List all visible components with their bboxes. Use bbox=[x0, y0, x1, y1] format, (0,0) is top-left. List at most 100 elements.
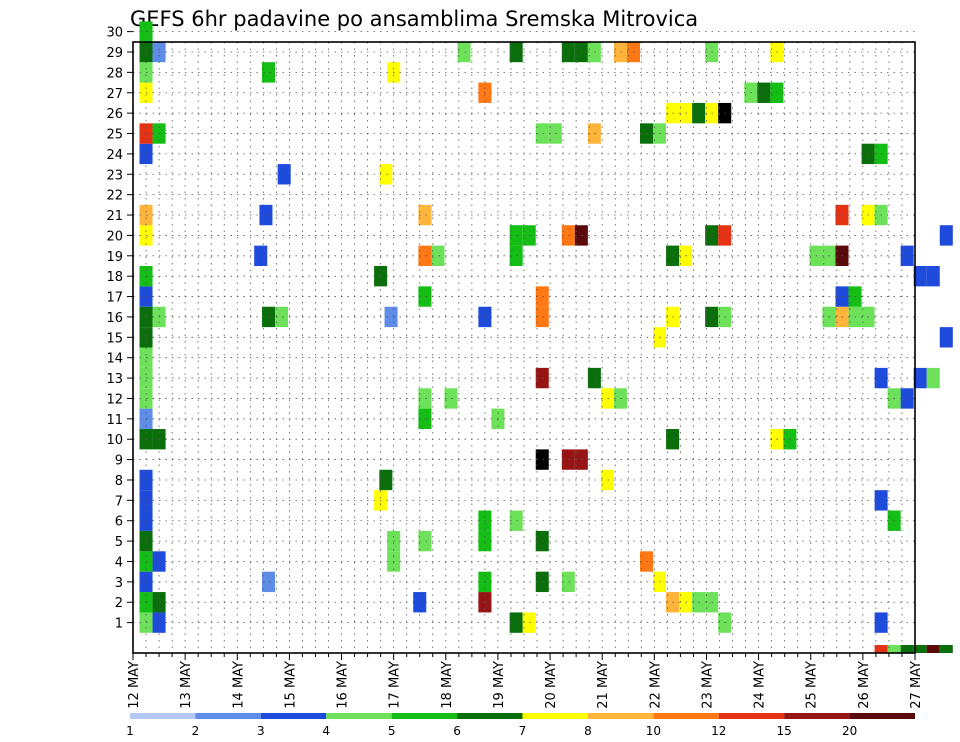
heat-cell bbox=[926, 265, 940, 287]
y-tick-label: 18 bbox=[106, 270, 123, 285]
y-tick-label: 10 bbox=[106, 433, 123, 448]
y-tick-label: 6 bbox=[115, 515, 123, 530]
y-tick-label: 9 bbox=[115, 454, 123, 469]
heat-cell bbox=[561, 41, 575, 63]
heat-cell bbox=[418, 286, 432, 307]
heat-cell bbox=[548, 123, 562, 144]
heat-cell bbox=[509, 510, 523, 531]
colorbar-label: 5 bbox=[388, 724, 396, 738]
colorbar-segment bbox=[457, 713, 523, 719]
heat-cell bbox=[535, 123, 549, 144]
heat-cell bbox=[887, 645, 901, 653]
heat-cell bbox=[926, 367, 940, 389]
x-tick-label: 18 MAY bbox=[440, 661, 455, 709]
heat-cell bbox=[457, 41, 471, 63]
x-tick-label: 24 MAY bbox=[753, 661, 768, 709]
x-tick-label: 22 MAY bbox=[648, 661, 663, 709]
heat-cell bbox=[561, 571, 575, 593]
y-tick-label: 1 bbox=[115, 617, 123, 632]
heat-cell bbox=[939, 327, 953, 348]
heat-cell bbox=[277, 164, 291, 185]
y-tick-label: 14 bbox=[106, 352, 123, 367]
y-tick-label: 5 bbox=[115, 535, 123, 550]
heat-cell bbox=[574, 41, 588, 63]
heat-cell bbox=[535, 530, 549, 552]
colorbar-segment bbox=[391, 713, 458, 719]
heat-cell bbox=[913, 645, 927, 653]
x-axis: 12 MAY 13 MAY 14 MAY 15 MAY 16 MAY 17 MAY 18 M… bbox=[127, 653, 924, 709]
heat-cell bbox=[574, 449, 588, 470]
y-tick-label: 13 bbox=[106, 372, 123, 387]
heat-cell bbox=[587, 41, 601, 63]
heat-cell bbox=[587, 367, 601, 389]
x-tick-label: 17 MAY bbox=[388, 661, 403, 709]
x-tick-label: 15 MAY bbox=[283, 661, 298, 709]
y-tick-label: 4 bbox=[115, 555, 123, 570]
x-tick-label: 25 MAY bbox=[805, 661, 820, 709]
colorbar-label: 4 bbox=[322, 724, 330, 738]
colorbar-segment bbox=[653, 713, 719, 719]
x-tick-label: 19 MAY bbox=[492, 661, 507, 709]
grid-layer bbox=[132, 31, 916, 653]
heat-cell bbox=[431, 245, 445, 266]
colorbar-label: 15 bbox=[777, 724, 792, 738]
y-tick-label: 15 bbox=[106, 331, 123, 346]
y-tick-label: 2 bbox=[115, 596, 123, 611]
x-tick-label: 13 MAY bbox=[179, 661, 194, 709]
heat-cell bbox=[509, 41, 523, 63]
heat-cell bbox=[613, 388, 627, 409]
y-tick-label: 11 bbox=[106, 413, 123, 428]
colorbar-segment bbox=[130, 713, 196, 719]
y-tick-label: 3 bbox=[115, 576, 123, 591]
heat-cell bbox=[561, 449, 575, 470]
colorbar: 1 2 3 4 5 6 7 8 10 12 15 20 bbox=[126, 713, 915, 738]
colorbar-label: 12 bbox=[711, 724, 726, 738]
heat-cell bbox=[561, 225, 575, 246]
heat-cell bbox=[587, 123, 601, 144]
heat-cell bbox=[509, 225, 523, 246]
x-tick-label: 27 MAY bbox=[909, 661, 924, 709]
y-tick-label: 21 bbox=[106, 209, 123, 224]
heat-cell bbox=[874, 645, 888, 653]
heat-cell bbox=[926, 645, 940, 653]
colorbar-label: 10 bbox=[646, 724, 661, 738]
y-tick-label: 29 bbox=[106, 46, 123, 61]
heat-cell bbox=[262, 571, 276, 593]
heat-cell bbox=[939, 225, 953, 246]
colorbar-segment bbox=[326, 713, 392, 719]
y-tick-label: 24 bbox=[106, 148, 123, 163]
heat-cell bbox=[509, 245, 523, 266]
colorbar-label: 3 bbox=[257, 724, 265, 738]
heat-cell bbox=[379, 469, 393, 491]
heat-cell bbox=[262, 306, 276, 328]
colorbar-segment bbox=[195, 713, 261, 719]
heat-cell bbox=[535, 571, 549, 593]
heat-cell bbox=[275, 306, 289, 328]
colorbar-segment bbox=[718, 713, 785, 719]
heat-cell bbox=[574, 225, 588, 246]
heat-cell bbox=[626, 41, 640, 63]
heat-cell bbox=[913, 265, 927, 287]
heat-cell bbox=[522, 612, 536, 633]
colorbar-label: 7 bbox=[519, 724, 527, 738]
x-tick-label: 21 MAY bbox=[596, 661, 611, 709]
heat-cell bbox=[535, 367, 549, 389]
colorbar-segment bbox=[784, 713, 850, 719]
heat-cell bbox=[259, 204, 273, 226]
heat-cell bbox=[418, 408, 432, 430]
x-tick-label: 23 MAY bbox=[700, 661, 715, 709]
heat-cell bbox=[522, 225, 536, 246]
heat-cell bbox=[600, 469, 614, 491]
y-tick-label: 23 bbox=[106, 168, 123, 183]
y-tick-label: 28 bbox=[106, 66, 123, 81]
colorbar-segment bbox=[849, 713, 915, 719]
x-tick-label: 16 MAY bbox=[336, 661, 351, 709]
heat-cell bbox=[509, 612, 523, 633]
y-tick-label: 8 bbox=[115, 474, 123, 489]
y-tick-label: 19 bbox=[106, 250, 123, 265]
heat-cell bbox=[535, 306, 549, 328]
heat-cell bbox=[262, 62, 276, 83]
y-axis: 1234567891011121314151617181920212223242… bbox=[106, 26, 133, 632]
